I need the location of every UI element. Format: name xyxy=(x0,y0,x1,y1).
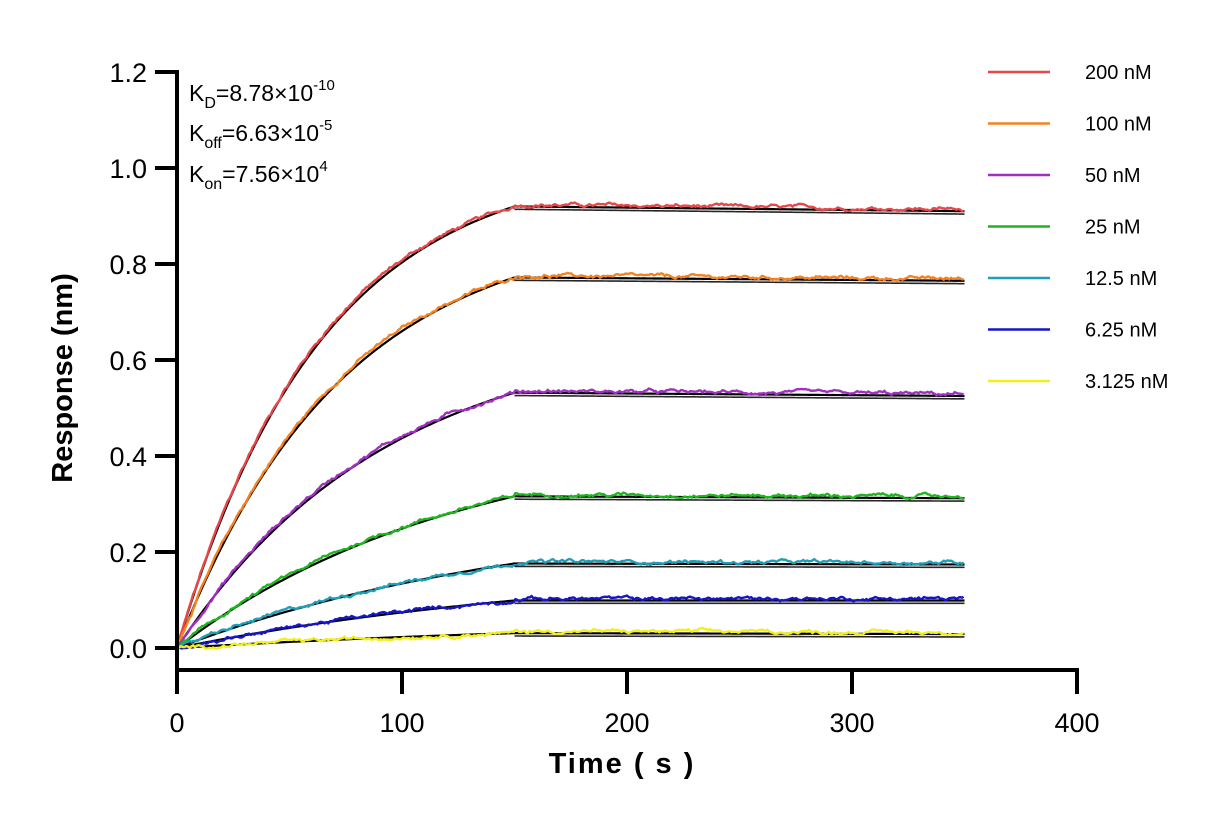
kinetics-value: =6.63×10 xyxy=(222,120,319,146)
y-tick-label: 1.0 xyxy=(109,154,147,184)
data-curve-100-nm xyxy=(175,271,964,650)
x-tick-label: 300 xyxy=(829,708,874,738)
data-curve-50-nm xyxy=(176,387,965,649)
y-tick-label: 0.6 xyxy=(109,346,147,376)
fit-curve-overlay xyxy=(514,498,965,502)
legend-label: 6.25 nM xyxy=(1085,320,1157,342)
fit-curve-overlay xyxy=(514,208,965,215)
data-curve-3-125-nm xyxy=(176,626,964,651)
kinetics-subscript: on xyxy=(204,176,222,193)
data-curve-12-5-nm xyxy=(176,557,965,650)
legend-label: 12.5 nM xyxy=(1085,268,1157,290)
kinetics-kon: Kon=7.56×104 xyxy=(189,158,328,193)
y-tick-label: 0.0 xyxy=(109,634,147,664)
kinetics-symbol: K xyxy=(189,161,205,187)
y-tick-label: 1.2 xyxy=(109,58,147,88)
kinetics-exponent: -5 xyxy=(319,117,332,134)
legend-label: 50 nM xyxy=(1085,165,1141,187)
x-tick-label: 0 xyxy=(169,708,184,738)
data-curves xyxy=(175,201,965,651)
fit-curve-overlay xyxy=(514,635,965,638)
legend-label: 100 nM xyxy=(1085,114,1152,136)
fit-curve xyxy=(175,276,965,649)
y-axis-title: Response (nm) xyxy=(47,273,79,482)
fit-curves-overlay xyxy=(514,208,965,638)
kinetics-subscript: D xyxy=(204,95,216,112)
kinetics-value: =7.56×10 xyxy=(222,161,319,187)
x-tick-label: 200 xyxy=(604,708,649,738)
kinetics-koff: Koff=6.63×10-5 xyxy=(189,117,332,152)
x-ticks: 0 100 200 300 400 xyxy=(169,670,1100,738)
legend-label: 3.125 nM xyxy=(1085,371,1168,393)
legend: 200 nM 100 nM 50 nM 25 nM 12.5 nM 6.25 nM 3.12… xyxy=(988,62,1168,393)
y-tick-label: 0.8 xyxy=(109,250,147,280)
fit-curve-overlay xyxy=(514,394,965,400)
legend-label: 200 nM xyxy=(1085,62,1152,84)
kinetics-exponent: -10 xyxy=(313,77,335,94)
fit-curve-overlay xyxy=(514,279,965,285)
fit-curve-overlay xyxy=(514,565,965,569)
x-tick-label: 400 xyxy=(1054,708,1099,738)
legend-label: 25 nM xyxy=(1085,217,1141,239)
x-axis-title: Time ( s ) xyxy=(549,748,696,780)
kinetics-symbol: K xyxy=(189,80,205,106)
data-curve-6-25-nm xyxy=(176,594,965,650)
data-curve-200-nm xyxy=(175,201,964,649)
y-tick-label: 0.4 xyxy=(109,442,147,472)
data-curve-25-nm xyxy=(176,491,965,650)
kinetics-exponent: 4 xyxy=(319,158,327,175)
x-tick-label: 100 xyxy=(379,708,424,738)
y-tick-label: 0.2 xyxy=(109,538,147,568)
kinetics-value: =8.78×10 xyxy=(216,80,313,106)
kinetics-subscript: off xyxy=(204,135,222,152)
kinetics-symbol: K xyxy=(189,120,205,146)
kinetics-kd: KD=8.78×10-10 xyxy=(189,77,335,112)
fit-curve xyxy=(176,391,965,649)
y-ticks: 0.0 0.2 0.4 0.6 0.8 1.0 1.2 xyxy=(109,58,177,664)
